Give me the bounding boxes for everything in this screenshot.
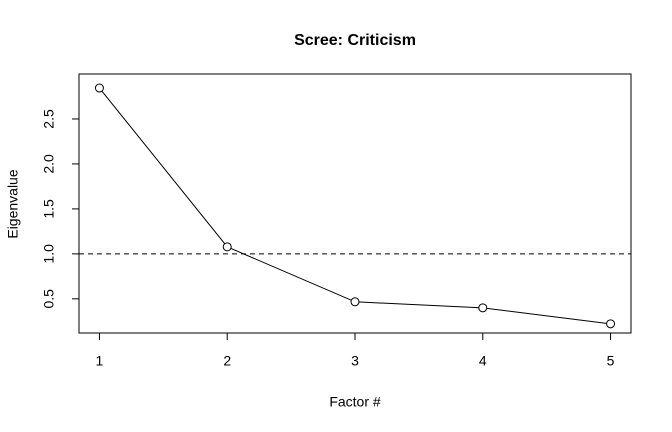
x-tick-label: 4 (479, 353, 487, 369)
data-point (350, 297, 360, 307)
x-tick-label: 5 (607, 353, 615, 369)
x-axis-label: Factor # (329, 394, 381, 410)
series-line (99, 87, 611, 325)
y-tick-label: 0.5 (41, 289, 57, 309)
data-point (222, 242, 232, 252)
plot-box (78, 73, 632, 334)
y-tick-label: 1.0 (41, 244, 57, 264)
x-tick-label: 1 (96, 353, 104, 369)
data-point (606, 319, 616, 329)
y-tick-label: 2.5 (41, 109, 57, 129)
y-tick-label: 2.0 (41, 154, 57, 174)
data-point (478, 303, 488, 313)
y-tick-label: 1.5 (41, 199, 57, 219)
y-axis-label: Eigenvalue (5, 169, 21, 238)
x-tick-label: 3 (351, 353, 359, 369)
x-tick-label: 2 (223, 353, 231, 369)
chart-title: Scree: Criticism (294, 32, 416, 49)
data-point (94, 83, 104, 93)
